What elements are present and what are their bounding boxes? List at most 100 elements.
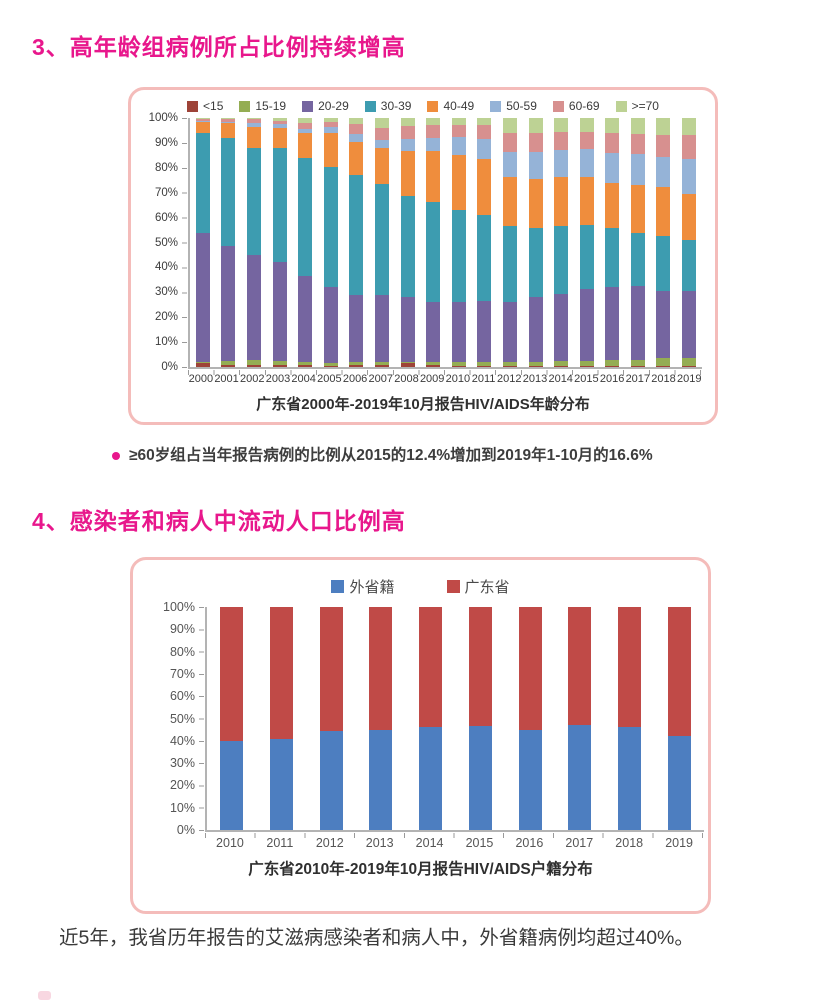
bar-segment-广东省	[419, 607, 443, 728]
legend-label: 外省籍	[349, 579, 395, 596]
bar-segment-30-39	[246, 147, 261, 255]
bar-segment-40-49	[349, 141, 364, 176]
bar-segment-广东省	[617, 607, 641, 728]
bar-segment-40-49	[323, 133, 338, 168]
legend-label: 广东省	[464, 579, 510, 596]
bar-cell	[292, 118, 318, 367]
stacked-bar-2010	[220, 607, 244, 830]
stacked-bar-2013	[528, 118, 543, 367]
legend-label: 50-59	[506, 99, 537, 113]
y-axis-tick-label: 70%	[169, 666, 195, 681]
bar-segment-30-39	[451, 210, 466, 303]
bar-segment->=70	[579, 118, 594, 132]
bar-segment-15-19	[221, 360, 236, 365]
stacked-bar-2017	[568, 607, 592, 830]
bar-segment-50-59	[349, 133, 364, 142]
bar-segment-40-49	[579, 176, 594, 226]
legend-swatch-60-69	[552, 100, 564, 112]
x-axis-label: 2019	[665, 836, 694, 850]
bar-segment-15-19	[400, 362, 415, 364]
stacked-bar-2019	[682, 118, 697, 367]
bar-cell	[356, 607, 406, 830]
stacked-bar-2002	[246, 118, 261, 367]
bar-segment-15-19	[605, 359, 620, 366]
stacked-bar-2012	[319, 607, 343, 830]
bar-segment-40-49	[195, 121, 210, 133]
bar-segment-20-29	[554, 293, 569, 361]
stacked-bar-2006	[349, 118, 364, 367]
bar-segment-50-59	[605, 152, 620, 183]
stacked-bar-2001	[221, 118, 236, 367]
bar-segment-50-59	[374, 139, 389, 148]
bar-segment-30-39	[528, 227, 543, 298]
bar-cell	[600, 118, 626, 367]
y-axis-tick-label: 20%	[154, 311, 178, 324]
legend-swatch-<15	[187, 100, 199, 112]
bar-segment-60-69	[656, 134, 671, 157]
bullet-point: ≥60岁组占当年报告病例的比例从2015的12.4%增加到2019年1-10月的…	[112, 446, 772, 466]
bar-segment->=70	[298, 118, 313, 124]
stacked-bar-2011	[477, 118, 492, 367]
y-axis-tick-label: 40%	[154, 261, 178, 274]
registration-chart-legend: 外省籍 广东省	[133, 576, 708, 597]
bar-segment-<15	[195, 363, 210, 367]
bar-segment-20-29	[605, 287, 620, 360]
stacked-bar-2018	[617, 607, 641, 830]
stacked-bar-2009	[426, 118, 441, 367]
bar-segment-30-39	[682, 240, 697, 292]
bar-segment-30-39	[579, 225, 594, 289]
section-3-heading: 3、高年龄组病例所占比例持续增高	[32, 34, 406, 60]
bar-segment-30-39	[323, 167, 338, 288]
age-chart-title: 广东省2000年-2019年10月报告HIV/AIDS年龄分布	[256, 396, 590, 413]
bar-segment-<15	[374, 364, 389, 367]
bar-segment-30-39	[400, 195, 415, 298]
x-axis-label: 2013	[365, 836, 394, 850]
bar-cell	[497, 118, 523, 367]
bar-segment-<15	[502, 365, 517, 367]
bar-segment-40-49	[400, 151, 415, 196]
y-axis-tick-label: 40%	[169, 733, 195, 748]
y-axis-tick-label: 10%	[154, 336, 178, 349]
bar-segment-20-29	[349, 294, 364, 363]
bar-cell	[651, 118, 677, 367]
bar-segment-60-69	[272, 120, 287, 125]
legend-item: 15-19	[239, 99, 286, 113]
bar-segment-广东省	[667, 607, 691, 737]
bar-segment-50-59	[246, 123, 261, 127]
bar-segment->=70	[426, 118, 441, 126]
bar-segment-40-49	[221, 123, 236, 138]
bar-segment->=70	[221, 118, 236, 120]
section-4-heading: 4、感染者和病人中流动人口比例高	[32, 508, 406, 534]
bar-segment-15-19	[656, 358, 671, 366]
bar-segment-20-29	[374, 294, 389, 363]
bar-segment->=70	[477, 118, 492, 126]
bar-segment-60-69	[579, 131, 594, 149]
bar-segment-40-49	[298, 132, 313, 158]
bar-segment-50-59	[502, 151, 517, 177]
bar-cell	[505, 607, 555, 830]
legend-item: 20-29	[302, 99, 349, 113]
registration-chart-y-axis: 100% 90% 80% 70% 60% 50% 40% 30% 20% 10% 0%	[143, 600, 204, 837]
x-axis-label: 2013	[522, 373, 548, 385]
legend-label: 30-39	[380, 99, 412, 113]
bar-segment-广东省	[369, 607, 393, 730]
bar-segment->=70	[400, 118, 415, 127]
x-axis-label: 2005	[317, 373, 342, 385]
bar-segment-外省籍	[617, 727, 641, 830]
bar-cell	[446, 118, 472, 367]
legend-label: 20-29	[318, 99, 349, 113]
bar-segment->=70	[605, 118, 620, 134]
x-axis-label: 2019	[676, 373, 702, 385]
bar-segment-<15	[298, 364, 313, 367]
bar-segment-20-29	[195, 232, 210, 363]
bar-segment-广东省	[468, 607, 492, 727]
bar-segment-60-69	[349, 124, 364, 134]
bar-segment-20-29	[502, 302, 517, 363]
x-axis-label: 2003	[265, 373, 291, 385]
bar-segment-30-39	[374, 183, 389, 295]
bar-segment->=70	[246, 118, 261, 120]
bar-segment-广东省	[568, 607, 592, 726]
bar-segment-30-39	[195, 132, 210, 233]
stacked-bar-2015	[468, 607, 492, 830]
bar-segment->=70	[195, 118, 210, 120]
